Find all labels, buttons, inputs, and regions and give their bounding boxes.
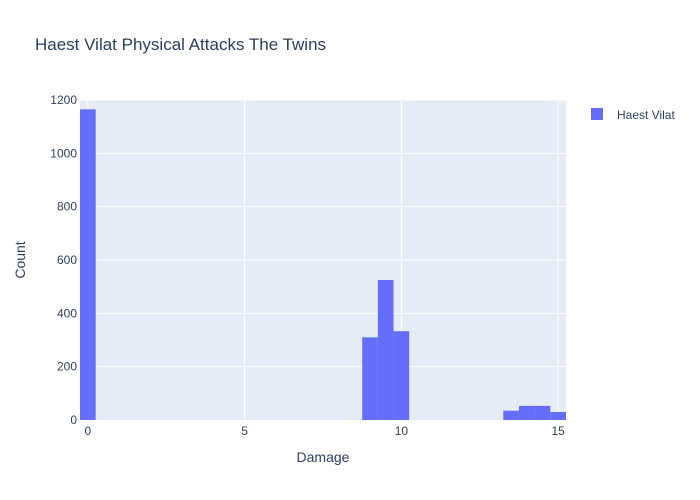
y-tick-label: 0	[70, 413, 77, 427]
x-tick-label: 0	[84, 424, 91, 438]
histogram-bar[interactable]	[550, 412, 566, 420]
histogram-bar[interactable]	[518, 405, 535, 420]
bars[interactable]	[80, 109, 566, 420]
y-axis-tick-labels: 0 200 400 600 800 1000 1200	[50, 93, 77, 427]
y-tick-label: 600	[57, 253, 77, 267]
x-tick-label: 10	[395, 424, 409, 438]
legend[interactable]: Haest Vilat	[591, 108, 675, 122]
x-axis-label: Damage	[297, 449, 350, 465]
histogram-bar[interactable]	[362, 337, 378, 420]
histogram-bar[interactable]	[534, 405, 551, 420]
y-tick-label: 400	[57, 306, 77, 320]
histogram-bar[interactable]	[503, 410, 519, 420]
chart-title: Haest Vilat Physical Attacks The Twins	[35, 35, 326, 54]
gridlines	[80, 99, 566, 420]
y-tick-label: 1000	[50, 146, 77, 160]
legend-label: Haest Vilat	[617, 108, 675, 122]
histogram-bar[interactable]	[80, 109, 96, 420]
y-tick-label: 200	[57, 360, 77, 374]
histogram-bar[interactable]	[377, 280, 394, 420]
y-axis-label: Count	[12, 241, 28, 278]
x-tick-label: 15	[551, 424, 565, 438]
legend-swatch	[591, 108, 603, 120]
histogram-bar[interactable]	[393, 331, 410, 420]
y-tick-label: 1200	[50, 93, 77, 107]
x-tick-label: 5	[241, 424, 248, 438]
y-tick-label: 800	[57, 200, 77, 214]
x-axis-tick-labels: 0 5 10 15	[84, 424, 565, 438]
